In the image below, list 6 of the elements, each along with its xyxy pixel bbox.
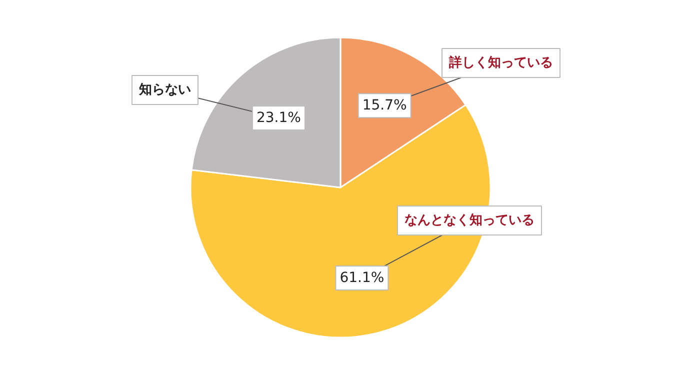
slice-label: 詳しく知っている xyxy=(448,54,553,70)
slice-label: 知らない xyxy=(138,82,191,98)
data-label: 61.1% xyxy=(340,270,384,286)
slice-label: なんとなく知っている xyxy=(404,213,534,228)
data-label: 15.7% xyxy=(362,98,407,114)
data-label: 23.1% xyxy=(256,110,301,126)
